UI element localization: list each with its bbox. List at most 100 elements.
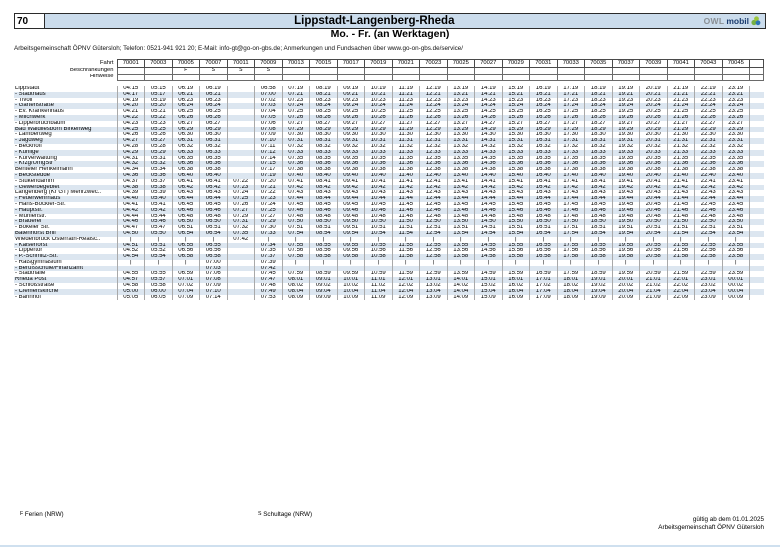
time-cell: 11:59 xyxy=(391,271,420,278)
time-cell: 07:05 xyxy=(254,114,282,121)
time-cell: 19:33 xyxy=(611,149,640,156)
time-cell: 06:26 xyxy=(199,114,227,121)
time-cell: 20:46 xyxy=(639,207,667,214)
time-cell: 22:43 xyxy=(694,190,722,197)
time-cell: 06:41 xyxy=(199,178,227,185)
time-cell: 16:09 xyxy=(501,294,530,301)
time-cell: 19:42 xyxy=(611,184,640,191)
time-cell xyxy=(226,132,255,139)
time-cell: 07:42 xyxy=(281,184,310,191)
time-cell: 08:25 xyxy=(309,109,337,115)
time-cell: 10:50 xyxy=(364,219,392,226)
time-cell xyxy=(226,294,255,301)
time-cell: 04:54 xyxy=(116,254,145,260)
time-cell: 06:29 xyxy=(199,126,227,133)
time-cell: 08:46 xyxy=(309,207,337,214)
time-cell: 06:36 xyxy=(171,161,200,168)
time-cell: 18:19 xyxy=(584,85,612,92)
time-cell: 14:30 xyxy=(474,132,502,139)
time-cell: 16:32 xyxy=(529,143,557,150)
time-cell: 14:40 xyxy=(474,172,502,179)
time-cell: 21:48 xyxy=(666,213,695,220)
time-cell: 14:51 xyxy=(474,225,502,231)
time-cell: 07:55 xyxy=(281,242,310,249)
time-cell: 21:42 xyxy=(666,184,695,191)
time-cell: 17:33 xyxy=(556,149,585,156)
time-cell: 15:36 xyxy=(501,161,530,168)
route-number: 70 xyxy=(15,14,45,28)
time-cell: 15:43 xyxy=(501,190,530,197)
time-cell: 09:29 xyxy=(336,126,365,133)
time-cell: 06:46 xyxy=(171,207,200,214)
time-cell: 08:21 xyxy=(309,91,337,98)
time-cell: 17:21 xyxy=(556,91,585,98)
time-cell: 23:41 xyxy=(721,178,750,185)
time-cell: 20:21 xyxy=(639,91,667,98)
time-cell: 19:41 xyxy=(611,178,640,185)
time-cell: | xyxy=(116,236,145,243)
time-cell: 04:38 xyxy=(116,184,145,191)
time-cell: 21:25 xyxy=(666,109,695,115)
time-cell xyxy=(391,265,420,272)
time-cell: 10:04 xyxy=(336,288,365,295)
time-cell: 05:50 xyxy=(144,230,172,237)
time-cell xyxy=(226,138,255,144)
time-cell xyxy=(226,277,255,284)
time-cell: 22:46 xyxy=(694,207,722,214)
time-cell: 04:25 xyxy=(116,126,145,133)
time-cell: 22:33 xyxy=(694,149,722,156)
time-cell: 10:40 xyxy=(364,172,392,179)
trailing-cell xyxy=(749,283,764,289)
time-cell: 11:02 xyxy=(364,283,392,289)
stop-name-cell: Langenberg (Kr GT) Mehrzwec.. xyxy=(15,190,102,196)
time-cell: 16:51 xyxy=(529,225,557,231)
time-cell: 08:50 xyxy=(309,219,337,226)
trip-number-cell: 70009 xyxy=(254,59,283,68)
time-cell: 07:02 xyxy=(254,97,282,104)
time-cell: 06:38 xyxy=(199,167,227,173)
time-cell: 07:32 xyxy=(226,225,255,231)
time-cell: 16:43 xyxy=(529,190,557,197)
time-cell: 22:09 xyxy=(666,294,695,301)
time-cell: 07:33 xyxy=(254,230,282,237)
time-cell: 17:55 xyxy=(556,242,585,249)
time-cell: 19:23 xyxy=(611,97,640,104)
time-cell: 08:58 xyxy=(309,254,337,260)
time-cell: 11:41 xyxy=(391,178,420,185)
time-cell: 05:15 xyxy=(144,85,172,92)
time-cell: 14:44 xyxy=(474,196,502,202)
hinweise-row: Hinweise xyxy=(14,73,764,81)
time-cell: 18:09 xyxy=(556,294,585,301)
time-cell: 22:50 xyxy=(694,219,722,226)
time-cell: 09:41 xyxy=(336,178,365,185)
time-cell: 06:33 xyxy=(171,149,200,156)
time-cell: | xyxy=(281,236,310,243)
time-cell: 16:42 xyxy=(529,184,557,191)
time-cell: 06:24 xyxy=(171,103,200,110)
time-cell: 21:40 xyxy=(666,172,695,179)
time-cell xyxy=(556,265,585,272)
service-days-subtitle: Mo. - Fr. (an Werktagen) xyxy=(330,28,450,40)
trailing-cell xyxy=(749,259,764,266)
time-cell: 23:02 xyxy=(694,283,722,289)
restriction-cell xyxy=(144,67,173,75)
timetable-wrapper: Fahrt 70001 70003 70005 70007 70011 70009 70013… xyxy=(14,59,766,301)
time-cell: 20:24 xyxy=(639,103,667,110)
time-cell: 14:35 xyxy=(474,155,502,162)
trailing-cell xyxy=(749,242,764,249)
owl-mobil-logo: OWL mobil xyxy=(704,16,765,26)
time-cell: 23:59 xyxy=(721,271,750,278)
time-cell: 07:53 xyxy=(254,294,282,301)
time-cell: | xyxy=(419,259,447,266)
time-cell: 10:32 xyxy=(364,143,392,150)
time-cell: 13:27 xyxy=(446,120,475,127)
time-cell: 08:23 xyxy=(309,97,337,104)
trailing-cell xyxy=(749,271,764,278)
time-cell: 06:44 xyxy=(199,196,227,202)
stop-name-cell: - Bokeler Str. xyxy=(15,225,50,231)
time-cell: 14:02 xyxy=(446,283,475,289)
time-cell: 05:52 xyxy=(144,248,172,255)
time-cell: 21:24 xyxy=(666,103,695,110)
time-cell: 05:17 xyxy=(144,91,172,98)
time-cell: 15:50 xyxy=(501,219,530,226)
